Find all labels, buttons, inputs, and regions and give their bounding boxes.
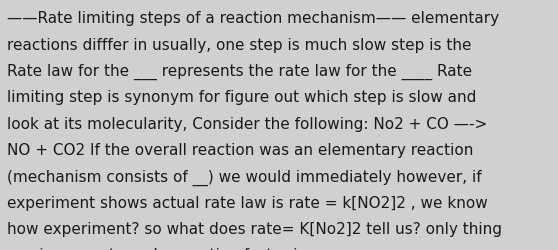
Text: (mechanism consists of __) we would immediately however, if: (mechanism consists of __) we would imme…	[7, 169, 482, 185]
Text: experiment shows actual rate law is rate = k[NO2]2 , we know: experiment shows actual rate law is rate…	[7, 195, 488, 210]
Text: NO + CO2 If the overall reaction was an elementary reaction: NO + CO2 If the overall reaction was an …	[7, 142, 473, 158]
Text: reactions difffer in usually, one step is much slow step is the: reactions difffer in usually, one step i…	[7, 38, 471, 52]
Text: Rate law for the ___ represents the rate law for the ____ Rate: Rate law for the ___ represents the rate…	[7, 64, 472, 80]
Text: ——Rate limiting steps of a reaction mechanism—— elementary: ——Rate limiting steps of a reaction mech…	[7, 11, 499, 26]
Text: look at its molecularity, Consider the following: No2 + CO —->: look at its molecularity, Consider the f…	[7, 116, 487, 131]
Text: can increase to make reaction faster is: can increase to make reaction faster is	[7, 248, 305, 250]
Text: limiting step is synonym for figure out which step is slow and: limiting step is synonym for figure out …	[7, 90, 476, 105]
Text: how experiment? so what does rate= K[No2]2 tell us? only thing: how experiment? so what does rate= K[No2…	[7, 221, 502, 236]
